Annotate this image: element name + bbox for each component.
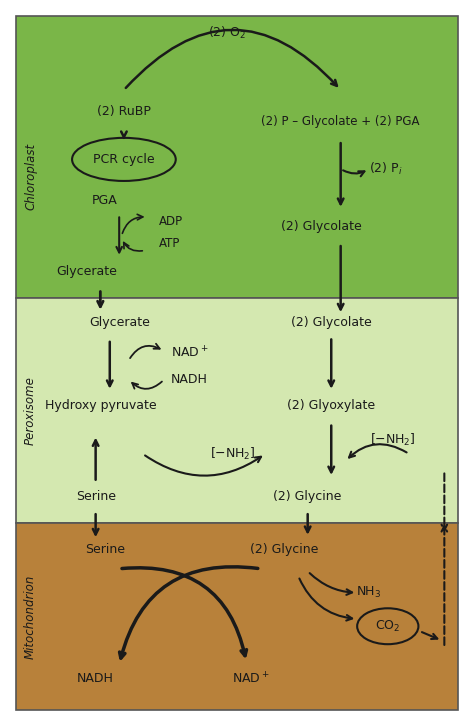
Text: CO$_2$: CO$_2$: [375, 619, 401, 634]
Text: NH$_3$: NH$_3$: [356, 585, 382, 601]
FancyBboxPatch shape: [16, 523, 458, 710]
Text: [$-$NH$_2$]: [$-$NH$_2$]: [370, 431, 415, 448]
Text: (2) RuBP: (2) RuBP: [97, 105, 151, 118]
Text: Peroxisome: Peroxisome: [24, 376, 37, 445]
Text: ATP: ATP: [159, 236, 181, 249]
Text: Serine: Serine: [85, 543, 125, 556]
Text: NADH: NADH: [171, 373, 208, 386]
Text: Mitochondrion: Mitochondrion: [24, 575, 37, 659]
Text: NAD$^+$: NAD$^+$: [232, 671, 270, 686]
Text: (2) Glycine: (2) Glycine: [250, 543, 319, 556]
Text: Chloroplast: Chloroplast: [24, 143, 37, 210]
Text: Hydroxy pyruvate: Hydroxy pyruvate: [45, 399, 156, 412]
Text: NADH: NADH: [77, 673, 114, 686]
Text: (2) Glycine: (2) Glycine: [273, 490, 342, 503]
Text: (2) Glycolate: (2) Glycolate: [282, 220, 362, 233]
Text: PGA: PGA: [92, 194, 118, 207]
Text: Glycerate: Glycerate: [56, 265, 117, 278]
Text: (2) Glycolate: (2) Glycolate: [291, 316, 372, 329]
Text: (2) O$_2$: (2) O$_2$: [209, 25, 246, 40]
FancyBboxPatch shape: [16, 298, 458, 523]
Text: NAD$^+$: NAD$^+$: [171, 345, 209, 361]
Text: (2) P$_i$: (2) P$_i$: [369, 161, 403, 177]
Text: Serine: Serine: [76, 490, 116, 503]
Text: (2) P – Glycolate + (2) PGA: (2) P – Glycolate + (2) PGA: [262, 115, 420, 128]
FancyBboxPatch shape: [16, 16, 458, 298]
Text: ADP: ADP: [159, 215, 183, 228]
Text: [$-$NH$_2$]: [$-$NH$_2$]: [210, 446, 255, 462]
Text: (2) Glyoxylate: (2) Glyoxylate: [287, 399, 375, 412]
Text: Glycerate: Glycerate: [89, 316, 150, 329]
Text: PCR cycle: PCR cycle: [93, 153, 155, 166]
